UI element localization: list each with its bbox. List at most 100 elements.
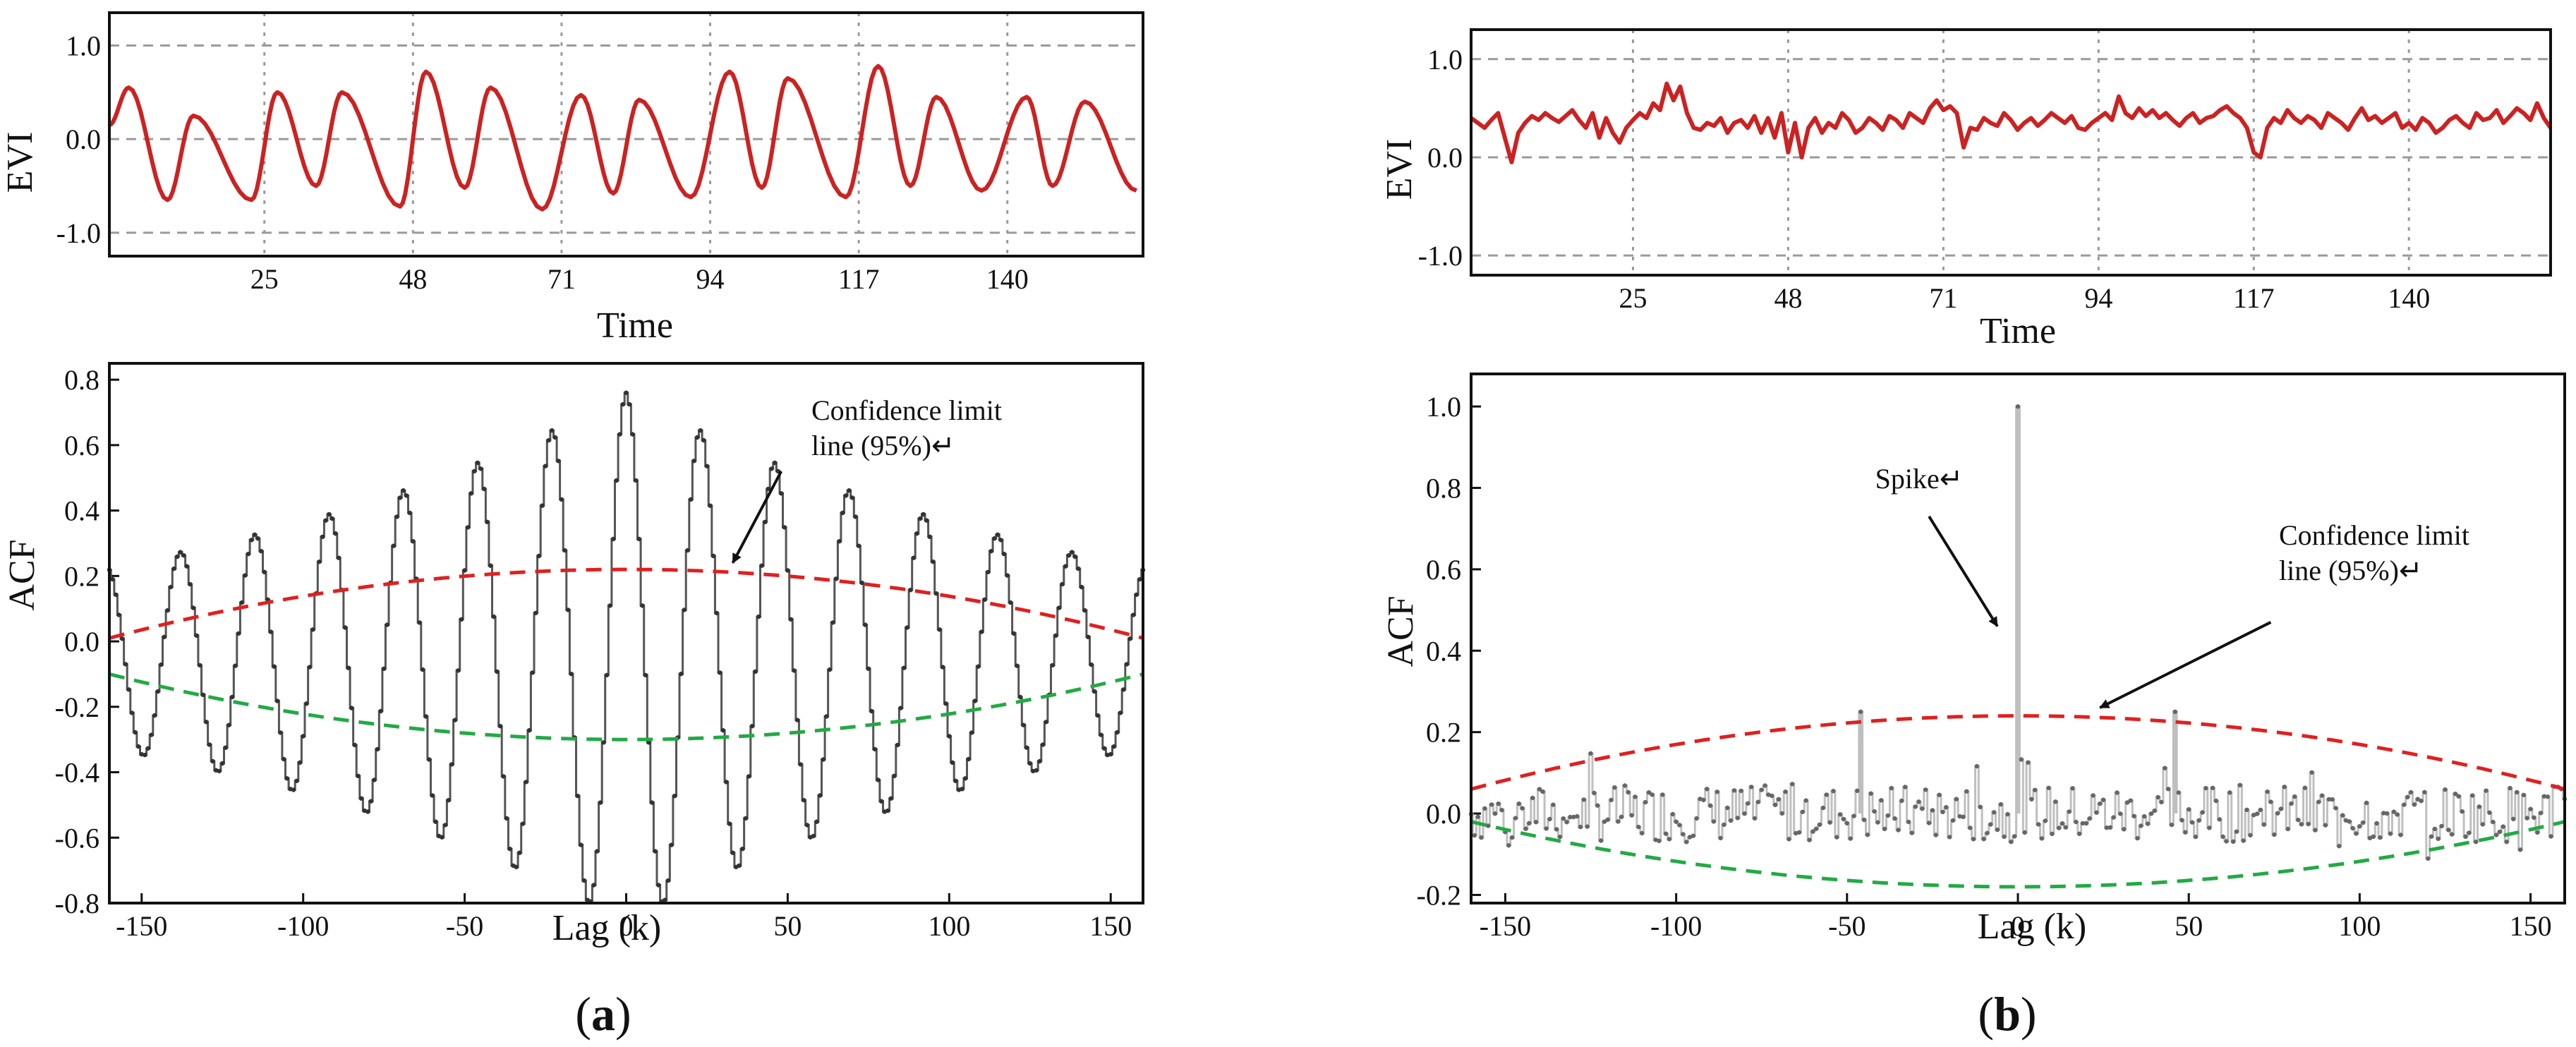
acf-a-point — [149, 732, 154, 737]
acf-a-point — [143, 752, 147, 758]
acf-b-xtick-label-4: 50 — [2175, 910, 2203, 942]
acf-b-point — [2302, 785, 2308, 790]
acf-a-point — [349, 706, 354, 710]
acf-a-point — [591, 883, 596, 888]
acf-b-point — [2060, 821, 2065, 826]
acf-b-point — [2484, 788, 2489, 793]
acf-a-point — [601, 740, 606, 745]
acf-a-point — [769, 466, 774, 471]
acf-a-point — [520, 821, 526, 826]
acf-a-point — [452, 718, 458, 722]
acf-b-point — [1971, 837, 1976, 842]
acf-b-point — [1957, 813, 1962, 819]
acf-a-point — [427, 757, 432, 762]
acf-b-point — [2337, 844, 2342, 849]
acf-b-annotation-line1: Confidence limit — [2279, 519, 2469, 551]
acf-a-point — [763, 519, 768, 524]
acf-b-point — [2070, 786, 2075, 791]
acf-a-point — [226, 722, 231, 727]
acf-b-point — [2405, 794, 2410, 800]
acf-b-point — [1684, 840, 1689, 845]
acf-a-point — [255, 536, 260, 541]
acf-a-point — [863, 622, 868, 627]
acf-b-point — [1770, 793, 1774, 799]
acf-b-point — [1831, 789, 1836, 794]
acf-b-frame — [1470, 373, 2566, 904]
acf-b-point — [1540, 789, 1545, 794]
acf-b-point — [1814, 826, 1819, 831]
acf-a-point — [278, 730, 283, 735]
acf-b-point — [1810, 829, 1815, 834]
acf-a-point — [336, 555, 341, 560]
acf-b-point — [1694, 816, 1699, 821]
acf-a-point — [960, 787, 965, 792]
acf-b-point — [2391, 809, 2396, 814]
acf-b-point — [2258, 807, 2263, 813]
acf-a-lower-confidence-line — [109, 672, 1144, 742]
acf-b-point — [2384, 811, 2390, 816]
acf-a-point — [136, 744, 141, 749]
acf-b-point — [2545, 794, 2550, 799]
acf-b-point — [2224, 839, 2229, 844]
acf-b-point — [1544, 826, 1549, 831]
acf-b-point — [1715, 789, 1719, 794]
evi-a-ylabel: EVI — [0, 132, 40, 193]
acf-a-point — [979, 629, 984, 634]
acf-b-point — [2453, 792, 2458, 797]
acf-b-point — [1807, 837, 1812, 842]
acf-a-point — [849, 495, 855, 500]
acf-a-point — [1070, 550, 1075, 555]
acf-b-point — [1557, 835, 1563, 840]
acf-b-ytick-label-0: 1.0 — [1426, 391, 1461, 423]
acf-b-point — [1742, 811, 1747, 816]
acf-a-point — [252, 532, 258, 537]
acf-a-point — [718, 670, 722, 675]
evi-a-ytick-label-1: 0.0 — [66, 123, 101, 155]
acf-a-point — [565, 607, 571, 612]
acf-a-point — [749, 724, 755, 729]
acf-a-point — [885, 808, 890, 813]
acf-a-point — [1099, 732, 1103, 737]
acf-a-point — [381, 666, 387, 671]
acf-b-point — [2002, 834, 2007, 840]
acf-b-point — [1520, 806, 1525, 811]
acf-a-point — [866, 666, 871, 671]
acf-b-point — [2426, 856, 2431, 861]
acf-a-point — [663, 897, 667, 902]
acf-a-ytick-label-0: 0.8 — [64, 364, 99, 396]
acf-a-point — [1111, 744, 1117, 749]
acf-b-point — [1954, 797, 1959, 801]
acf-b-point — [2319, 793, 2325, 798]
acf-a-point — [1079, 584, 1084, 590]
acf-b-point — [2343, 818, 2349, 823]
acf-a-point — [856, 543, 861, 548]
acf-b-point — [2326, 797, 2331, 802]
acf-a-point — [914, 531, 919, 536]
acf-a-annotation-arrow — [731, 471, 783, 564]
acf-b-point — [2098, 801, 2103, 806]
acf-b-point — [1677, 823, 1682, 828]
acf-a-point — [1108, 751, 1113, 757]
acf-a-point — [514, 864, 519, 870]
acf-b-point — [1646, 790, 1652, 795]
acf-b-point — [1667, 837, 1672, 842]
acf-a-point — [843, 493, 849, 498]
evi-chart-b: EVI Time 1.0 0.0 -1.0 25 48 71 94 117 140 — [1379, 28, 2553, 351]
acf-a-ylabel: ACF — [2, 539, 42, 610]
acf-b-point — [2104, 825, 2110, 830]
acf-a-point — [1050, 662, 1056, 668]
acf-a-point — [1044, 720, 1048, 725]
acf-b-point — [2234, 829, 2239, 834]
acf-a-xtick-label-6: 150 — [1089, 910, 1132, 942]
evi-b-xtick-label-2: 71 — [1929, 282, 1957, 314]
acf-b-point — [1974, 763, 1980, 769]
acf-b-point — [1674, 819, 1679, 824]
acf-b-point — [2135, 835, 2140, 841]
acf-a-point — [950, 760, 955, 765]
acf-a-point — [385, 622, 389, 627]
acf-b-point — [2196, 818, 2201, 823]
acf-b-point — [2422, 789, 2427, 795]
acf-a-point — [1053, 633, 1058, 638]
acf-b-point — [2493, 833, 2499, 837]
acf-b-point — [2005, 811, 2010, 817]
